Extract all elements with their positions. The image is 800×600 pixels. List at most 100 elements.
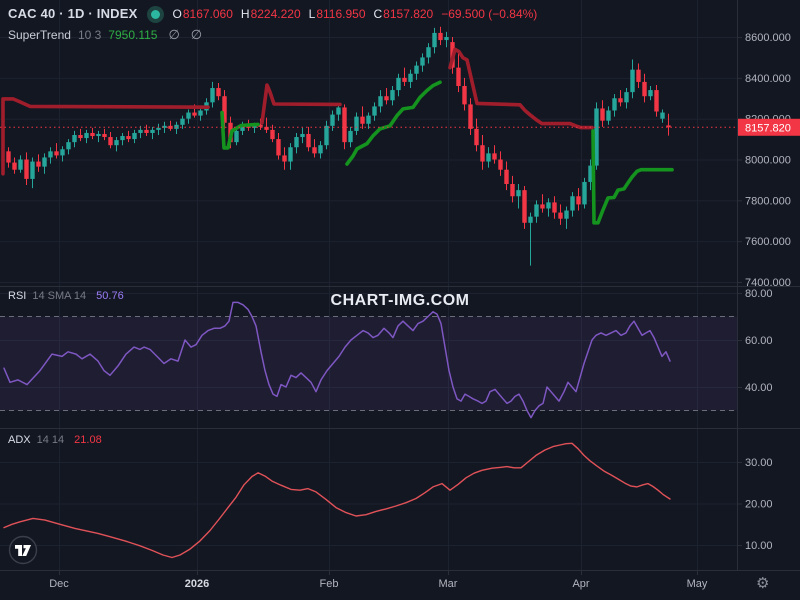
candle [270, 129, 275, 140]
low-value: 8116.950 [316, 7, 366, 21]
candle [222, 96, 227, 123]
open-value: 8167.060 [182, 7, 233, 21]
candle [438, 32, 443, 41]
candle [36, 161, 41, 167]
candle [372, 106, 377, 116]
price-axis-label: 7800.000 [745, 195, 791, 207]
adx-axis-label: 20.00 [745, 499, 773, 511]
price-axis-label: 8000.000 [745, 155, 791, 167]
candle [474, 128, 479, 146]
close-value: 8157.820 [383, 7, 434, 21]
candle [24, 159, 29, 179]
candle [258, 124, 263, 127]
rsi-line [3, 301, 671, 419]
time-axis-label: Mar [439, 578, 458, 590]
candle [150, 129, 155, 133]
adx-axis-label: 10.00 [745, 540, 773, 552]
candle [348, 130, 353, 143]
supertrend-params: 10 3 [77, 28, 102, 42]
candle [318, 145, 323, 154]
rsi-value: 50.76 [96, 290, 124, 302]
candle [72, 135, 77, 143]
rsi-legend: RSI 14 SMA 14 50.76 [8, 290, 124, 302]
candle [306, 133, 311, 148]
candle [108, 137, 113, 146]
candle [60, 149, 65, 156]
candle [600, 108, 605, 121]
time-axis[interactable] [0, 570, 800, 600]
current-price-label: 8157.820 [745, 122, 791, 134]
rsi-name[interactable]: RSI [8, 290, 27, 302]
candle [402, 77, 407, 82]
change-value: −69.500 (−0.84%) [441, 7, 538, 21]
adx-pane[interactable] [0, 428, 737, 570]
candle [540, 204, 545, 209]
candle [144, 129, 149, 133]
candle [564, 210, 569, 219]
price-axis-label: 7600.000 [745, 236, 791, 248]
candle [156, 127, 161, 130]
candle [594, 108, 599, 166]
high-label: H [240, 7, 250, 21]
status-dot-icon [150, 10, 160, 19]
tradingview-logo-glyph [22, 545, 31, 556]
candle [384, 96, 389, 101]
candle [138, 129, 143, 133]
candle [198, 110, 203, 116]
candle [360, 116, 365, 124]
price-axis[interactable] [737, 0, 800, 570]
candle [546, 202, 551, 209]
candle [48, 151, 53, 158]
candle [12, 162, 17, 170]
candle [504, 169, 509, 184]
candle [498, 159, 503, 170]
candle [612, 98, 617, 111]
candle [570, 196, 575, 211]
candle [102, 133, 107, 138]
adx-axis-label: 30.00 [745, 457, 773, 469]
candle [132, 132, 137, 140]
time-axis-label: 2026 [185, 578, 209, 590]
candle [510, 184, 515, 197]
candle [294, 137, 299, 148]
candle [78, 135, 83, 139]
candle [216, 88, 221, 97]
tradingview-logo-glyph [15, 545, 22, 556]
candle [408, 73, 413, 82]
tradingview-logo[interactable] [5, 532, 41, 568]
time-axis-label: Apr [572, 578, 589, 590]
candle [390, 90, 395, 101]
candle [396, 77, 401, 91]
symbol-title[interactable]: CAC 40 · 1D · INDEX [8, 6, 138, 21]
candle [240, 125, 245, 131]
candle [486, 153, 491, 162]
supertrend-name[interactable]: SuperTrend [8, 28, 71, 42]
candle [96, 133, 101, 137]
status-badge [146, 6, 164, 23]
candle [468, 104, 473, 129]
candle [30, 161, 35, 179]
current-price-label-bg [738, 118, 800, 136]
supertrend-up-line [345, 80, 442, 166]
candle [120, 136, 125, 141]
candle [534, 204, 539, 217]
candle [162, 125, 167, 128]
candle [606, 110, 611, 121]
rsi-params: 14 SMA 14 [32, 290, 87, 302]
candle [528, 216, 533, 223]
candle [654, 90, 659, 112]
candle [18, 159, 23, 170]
candle [186, 112, 191, 119]
price-axis-label: 8400.000 [745, 73, 791, 85]
candle [84, 132, 89, 139]
candle [462, 86, 467, 105]
empty-set-icon: ∅ [190, 27, 203, 42]
candle [312, 147, 317, 154]
adx-name[interactable]: ADX [8, 434, 31, 446]
candle [588, 165, 593, 182]
candle [414, 65, 419, 74]
chart-settings-button[interactable]: ⚙ [756, 575, 770, 592]
candle [648, 90, 653, 97]
